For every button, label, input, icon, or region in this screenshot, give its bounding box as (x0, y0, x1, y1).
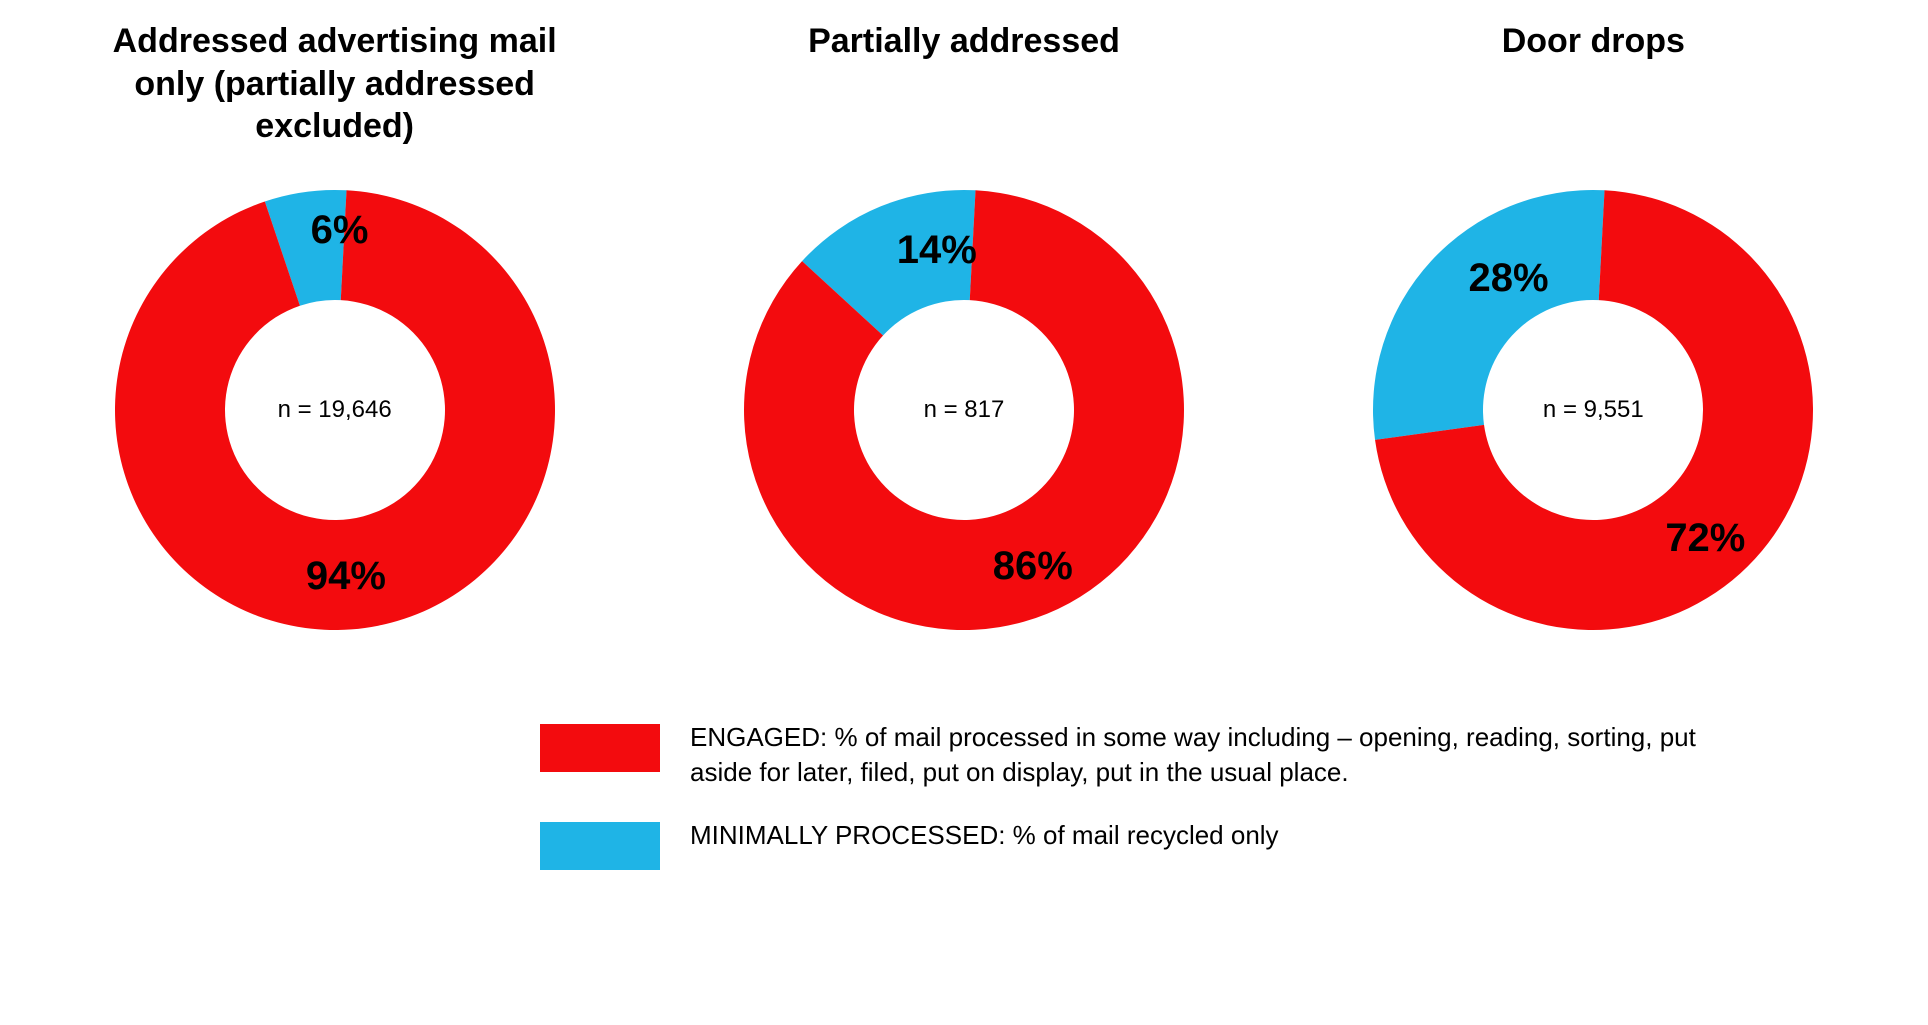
donut-2: n = 9,551 28% 72% (1353, 170, 1833, 650)
minimal-pct-2: 28% (1469, 256, 1549, 301)
donut-center-0: n = 19,646 (278, 396, 392, 424)
legend: ENGAGED: % of mail processed in some way… (40, 720, 1888, 870)
engaged-pct-1: 86% (993, 544, 1073, 589)
engaged-pct-0: 94% (306, 554, 386, 599)
chart-panel-1: Partially addressed n = 817 14% 86% (669, 20, 1258, 650)
minimal-pct-0: 6% (311, 208, 369, 253)
minimal-pct-1: 14% (897, 228, 977, 273)
donut-1: n = 817 14% 86% (724, 170, 1204, 650)
chart-title-2: Door drops (1502, 20, 1685, 150)
legend-text-engaged: ENGAGED: % of mail processed in some way… (690, 720, 1740, 790)
legend-text-minimal: MINIMALLY PROCESSED: % of mail recycled … (690, 818, 1279, 853)
engaged-pct-2: 72% (1665, 516, 1745, 561)
legend-row-engaged: ENGAGED: % of mail processed in some way… (540, 720, 1740, 790)
chart-panel-0: Addressed advertising mail only (partial… (40, 20, 629, 650)
chart-title-0: Addressed advertising mail only (partial… (75, 20, 595, 150)
donut-center-2: n = 9,551 (1543, 396, 1644, 424)
legend-row-minimal: MINIMALLY PROCESSED: % of mail recycled … (540, 818, 1279, 870)
donut-0: n = 19,646 6% 94% (95, 170, 575, 650)
charts-row: Addressed advertising mail only (partial… (40, 20, 1888, 650)
legend-swatch-minimal (540, 822, 660, 870)
chart-panel-2: Door drops n = 9,551 28% 72% (1299, 20, 1888, 650)
legend-swatch-engaged (540, 724, 660, 772)
donut-center-1: n = 817 (924, 396, 1005, 424)
chart-title-1: Partially addressed (808, 20, 1120, 150)
